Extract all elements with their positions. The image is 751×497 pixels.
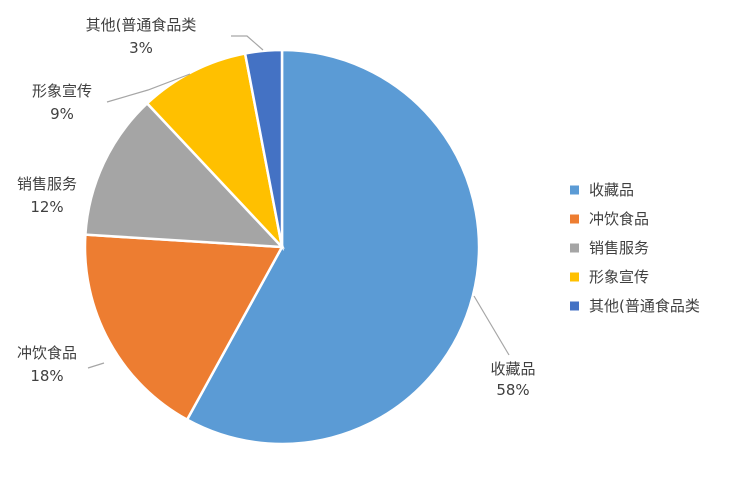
slice-category-label: 其他(普通食品类 [86, 16, 197, 34]
slice-percent-label: 12% [30, 198, 63, 216]
pie-slice [185, 48, 481, 446]
pie-slices [83, 48, 481, 446]
leader-line [87, 362, 105, 369]
slice-percent-label: 18% [30, 367, 63, 385]
legend-swatch [570, 185, 579, 195]
pie-slice [145, 52, 285, 251]
slice-category-label: 收藏品 [490, 360, 535, 378]
legend-label: 冲饮食品 [589, 210, 649, 228]
slice-category-label: 销售服务 [17, 175, 77, 193]
legend-label: 形象宣传 [589, 268, 649, 286]
leader-line [106, 73, 191, 103]
leader-line [473, 295, 510, 356]
slice-percent-label: 3% [129, 39, 153, 57]
pie-slice [243, 48, 284, 248]
legend-item: 销售服务 [570, 239, 649, 257]
legend-item: 其他(普通食品类 [570, 297, 700, 315]
legend-item: 冲饮食品 [570, 210, 649, 228]
pie-slice [84, 101, 286, 249]
legend-swatch [570, 214, 579, 224]
slice-percent-label: 58% [496, 381, 529, 399]
pie-slice [83, 233, 285, 422]
legend-swatch [570, 272, 579, 282]
label-leader-lines [87, 35, 510, 369]
slice-percent-label: 9% [50, 105, 74, 123]
legend-item: 收藏品 [570, 181, 634, 199]
legend-swatch [570, 301, 579, 311]
leader-line [231, 35, 264, 51]
legend-label: 其他(普通食品类 [589, 297, 700, 315]
legend-item: 形象宣传 [570, 268, 649, 286]
legend-label: 销售服务 [589, 239, 649, 257]
slice-category-label: 冲饮食品 [17, 344, 77, 362]
slice-category-label: 形象宣传 [32, 82, 92, 100]
legend-swatch [570, 243, 579, 253]
legend-label: 收藏品 [589, 181, 634, 199]
slice-labels: 收藏品 58% 冲饮食品 18% 销售服务 12% 形象宣传 9% 其他(普通食品类 3% [17, 16, 536, 399]
